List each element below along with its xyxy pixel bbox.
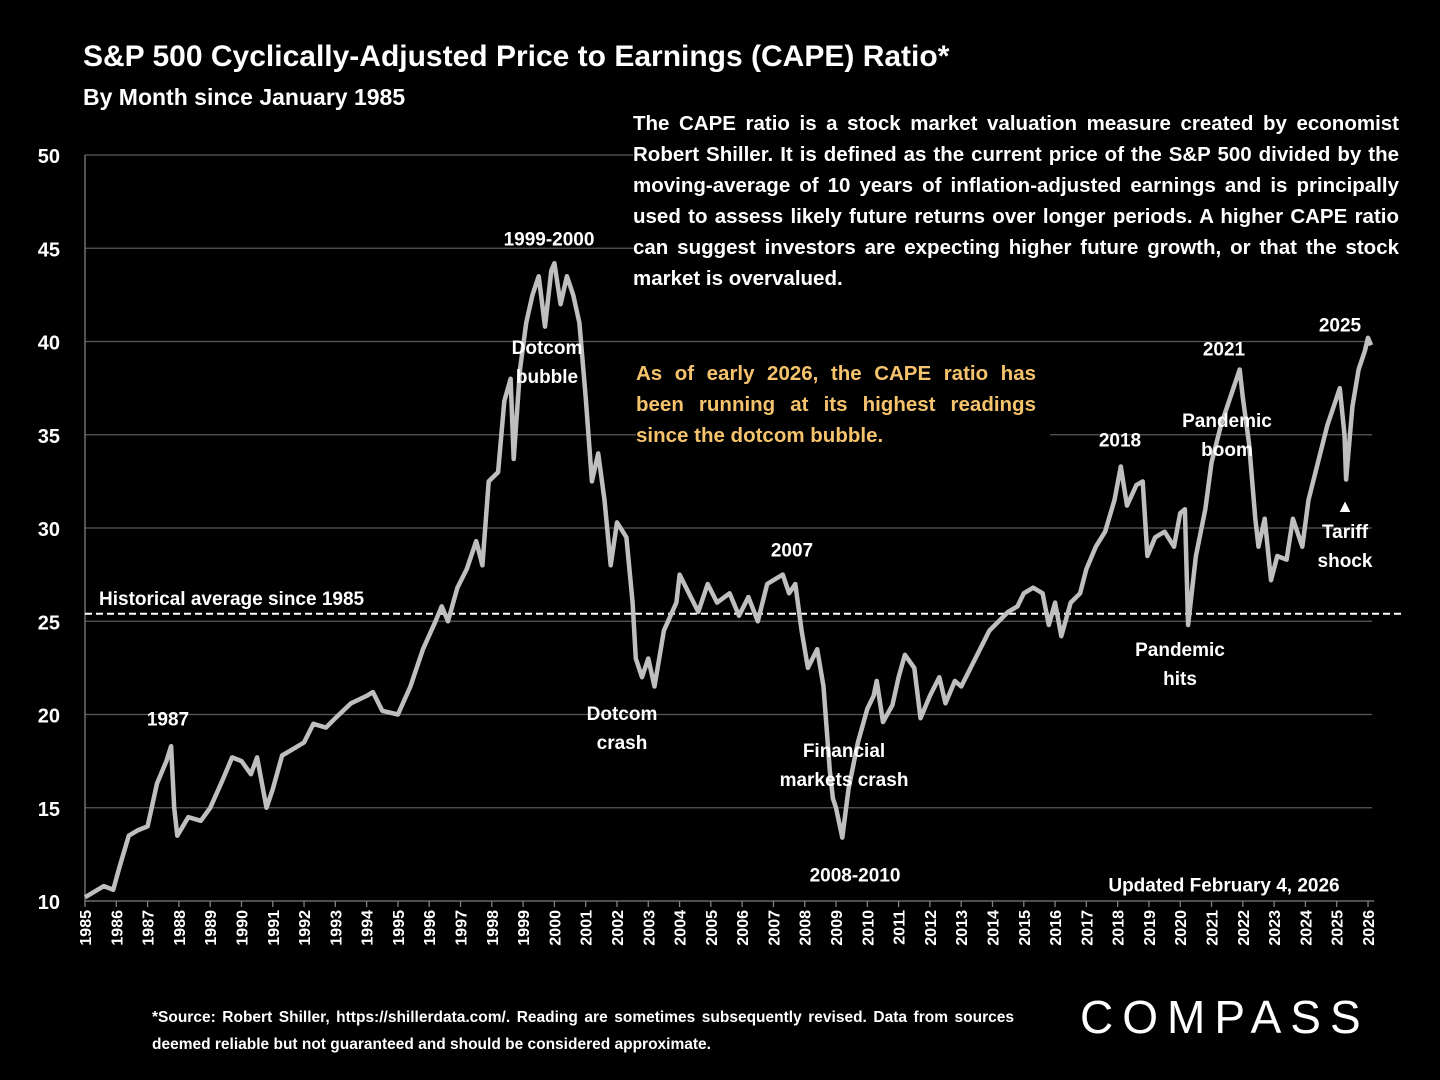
y-tick-label: 45: [38, 239, 60, 261]
x-tick-label: 2001: [579, 910, 596, 946]
x-tick-label: 1988: [172, 910, 189, 946]
x-tick-label: 2022: [1236, 910, 1253, 946]
description: The CAPE ratio is a stock market valuati…: [633, 108, 1399, 300]
x-tick-label: 2026: [1361, 910, 1378, 946]
x-tick-label: 2024: [1298, 910, 1315, 946]
plot-area: Historical average since 1985: [83, 260, 1405, 900]
x-tick-label: 2005: [704, 910, 721, 946]
x-tick-label: 2016: [1048, 910, 1065, 946]
x-tick-label: 1985: [78, 910, 95, 946]
y-tick-label: 25: [38, 612, 60, 634]
x-tick-label: 2020: [1173, 910, 1190, 946]
x-tick-label: 2013: [954, 910, 971, 946]
annotation: 1999-2000: [503, 229, 595, 251]
x-tick-label: 2018: [1111, 910, 1128, 946]
x-tick-label: 2011: [892, 910, 909, 945]
x-tick-label: 2014: [985, 910, 1002, 946]
x-tick-label: 2004: [673, 910, 690, 946]
x-tick-label: 2021: [1205, 910, 1222, 946]
annotation: 2025: [1318, 315, 1362, 337]
x-tick-label: 2012: [923, 910, 940, 946]
data-line: [83, 260, 1374, 900]
x-tick-label: 2019: [1142, 910, 1159, 946]
updated-note: Updated February 4, 2026: [1108, 875, 1340, 897]
x-tick-label: 2010: [860, 910, 877, 946]
y-tick-label: 20: [38, 706, 60, 728]
y-tick-label: 10: [38, 892, 60, 914]
y-tick-label: 40: [38, 333, 60, 355]
x-tick-label: 1994: [360, 910, 377, 946]
logo: COMPASS: [1080, 991, 1370, 1043]
x-tick-label: 1995: [391, 910, 408, 946]
annotation: Dotcom crash: [586, 704, 658, 754]
annotation: 2021: [1202, 339, 1246, 361]
annotation: 2008-2010: [809, 865, 901, 887]
annotation: Pandemic boom: [1182, 411, 1272, 461]
x-tick-label: 1987: [141, 910, 158, 946]
y-tick-label: 50: [38, 146, 60, 168]
y-tick-label: 30: [38, 519, 60, 541]
highlight-note: As of early 2026, the CAPE ratio has bee…: [636, 358, 1050, 459]
x-tick-label: 1993: [328, 910, 345, 946]
x-tick-label: 1986: [109, 910, 126, 946]
x-tick-label: 2000: [547, 910, 564, 946]
average-label: Historical average since 1985: [99, 589, 365, 610]
x-tick-label: 1999: [516, 910, 533, 946]
x-tick-label: 1996: [422, 910, 439, 946]
y-tick-label: 35: [38, 426, 60, 448]
x-tick-label: 2003: [641, 910, 658, 946]
footnote: *Source: Robert Shiller, https://shiller…: [152, 1009, 1014, 1053]
x-tick-label: 1992: [297, 910, 314, 946]
x-tick-label: 2023: [1267, 910, 1284, 946]
annotation: Dotcom bubble: [511, 338, 583, 388]
x-tick-label: 2007: [766, 910, 783, 946]
x-tick-label: 2006: [735, 910, 752, 946]
arrow-marker: ▲: [1336, 496, 1354, 516]
annotation: Pandemic hits: [1135, 640, 1225, 690]
x-tick-label: 2008: [798, 910, 815, 946]
x-tick-label: 2025: [1330, 910, 1347, 946]
annotation: Financial markets crash: [779, 741, 909, 791]
annotation: 1987: [146, 709, 190, 731]
x-tick-label: 2017: [1079, 910, 1096, 946]
annotation: 2007: [770, 540, 814, 562]
annotation: 2018: [1098, 430, 1142, 452]
y-tick-label: 15: [38, 799, 60, 821]
x-tick-label: 1998: [485, 910, 502, 946]
x-tick-label: 2002: [610, 910, 627, 946]
x-tick-label: 2015: [1017, 910, 1034, 946]
annotation: Tariff shock: [1317, 522, 1373, 572]
x-tick-label: 1997: [454, 910, 471, 946]
chart-subtitle: By Month since January 1985: [83, 84, 406, 110]
x-tick-label: 1990: [234, 910, 251, 946]
chart-title: S&P 500 Cyclically-Adjusted Price to Ear…: [83, 40, 950, 73]
x-tick-label: 1989: [203, 910, 220, 946]
x-tick-label: 2009: [829, 910, 846, 946]
x-tick-label: 1991: [266, 910, 283, 946]
